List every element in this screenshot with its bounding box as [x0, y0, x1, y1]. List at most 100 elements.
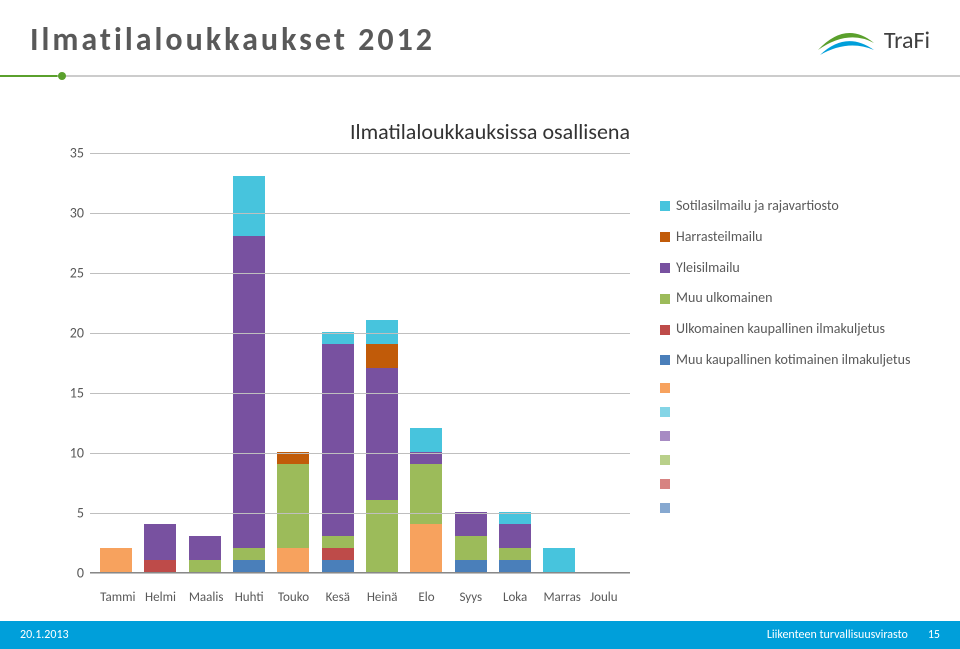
bar-segment	[322, 536, 354, 548]
legend-label: Harrasteilmailu	[676, 229, 763, 246]
grid-line	[90, 393, 630, 394]
bar-segment	[455, 560, 487, 572]
legend-swatch-icon	[660, 263, 670, 273]
grid-line	[90, 513, 630, 514]
x-tick: Maalis	[189, 590, 221, 605]
legend-label: Ulkomainen kaupallinen ilmakuljetus	[676, 321, 885, 338]
logo: TraFi	[816, 15, 930, 65]
legend-label: Sotilasilmailu ja rajavartiosto	[676, 198, 839, 215]
bar-column	[499, 512, 531, 572]
x-tick: Huhti	[233, 590, 265, 605]
logo-text: TraFi	[884, 26, 930, 55]
legend-item	[660, 407, 925, 417]
trafi-swoosh-icon	[816, 15, 876, 65]
grid-line	[90, 273, 630, 274]
bar-column	[100, 548, 132, 572]
footer: 20.1.2013 Liikenteen turvallisuusvirasto…	[0, 621, 960, 649]
y-tick: 0	[77, 565, 84, 582]
legend-swatch-icon	[660, 479, 670, 489]
bar-column	[189, 536, 221, 572]
legend-item	[660, 455, 925, 465]
bar-segment	[499, 548, 531, 560]
footer-date: 20.1.2013	[20, 628, 69, 642]
bar-segment	[277, 464, 309, 548]
x-tick: Heinä	[366, 590, 398, 605]
bar-segment	[499, 560, 531, 572]
x-tick: Loka	[499, 590, 531, 605]
bar-segment	[189, 560, 221, 572]
x-tick: Touko	[277, 590, 309, 605]
legend-item: Muu ulkomainen	[660, 290, 925, 307]
bar-segment	[144, 524, 176, 560]
bar-segment	[322, 344, 354, 536]
y-tick: 5	[77, 505, 84, 522]
legend-swatch-icon	[660, 431, 670, 441]
bar-column	[277, 452, 309, 572]
bar-segment	[277, 548, 309, 572]
x-tick: Helmi	[144, 590, 176, 605]
bar-segment	[455, 536, 487, 560]
bar-segment	[322, 560, 354, 572]
bar-segment	[366, 344, 398, 368]
legend-item	[660, 479, 925, 489]
x-tick: Marras	[543, 590, 575, 605]
y-axis: 05101520253035	[55, 153, 90, 573]
legend-item: Ulkomainen kaupallinen ilmakuljetus	[660, 321, 925, 338]
grid-line	[90, 213, 630, 214]
x-tick: Kesä	[322, 590, 354, 605]
legend-swatch-icon	[660, 455, 670, 465]
legend-item	[660, 383, 925, 393]
bar-column	[543, 548, 575, 572]
grid-line	[90, 453, 630, 454]
legend-swatch-icon	[660, 325, 670, 335]
y-tick: 30	[70, 205, 84, 222]
bar-segment	[233, 548, 265, 560]
bar-segment	[410, 524, 442, 572]
bar-segment	[499, 524, 531, 548]
legend-swatch-icon	[660, 407, 670, 417]
legend-item	[660, 503, 925, 513]
bar-segment	[100, 548, 132, 572]
bar-segment	[233, 560, 265, 572]
footer-page: 15	[928, 628, 940, 642]
bar-segment	[366, 368, 398, 500]
x-tick: Joulu	[588, 590, 620, 605]
bar-column	[144, 524, 176, 572]
x-tick: Tammi	[100, 590, 132, 605]
bar-segment	[144, 560, 176, 572]
x-tick: Elo	[410, 590, 442, 605]
legend-swatch-icon	[660, 503, 670, 513]
bar-column	[455, 512, 487, 572]
y-tick: 35	[70, 145, 84, 162]
x-tick: Syys	[455, 590, 487, 605]
bar-segment	[189, 536, 221, 560]
header-rule	[0, 75, 960, 87]
legend: Sotilasilmailu ja rajavartiosto Harrastei…	[630, 153, 925, 573]
bar-column	[410, 428, 442, 572]
legend-item	[660, 431, 925, 441]
bar-segment	[233, 236, 265, 548]
y-tick: 15	[70, 385, 84, 402]
y-tick: 25	[70, 265, 84, 282]
legend-label: Muu kaupallinen kotimainen ilmakuljetus	[676, 352, 910, 369]
bars-container	[90, 153, 630, 572]
legend-swatch-icon	[660, 232, 670, 242]
legend-item: Harrasteilmailu	[660, 229, 925, 246]
legend-swatch-icon	[660, 355, 670, 365]
x-axis: Tammi Helmi Maalis Huhti Touko Kesä Heinä Elo Sy…	[90, 590, 630, 605]
legend-label: Yleisilmailu	[676, 260, 740, 277]
bar-segment	[366, 500, 398, 572]
bar-segment	[366, 320, 398, 344]
bar-segment	[455, 512, 487, 536]
legend-label: Muu ulkomainen	[676, 290, 772, 307]
bar-segment	[543, 548, 575, 572]
y-tick: 10	[70, 445, 84, 462]
bar-segment	[233, 176, 265, 236]
bar-column	[366, 320, 398, 572]
page-title: Ilmatilaloukkaukset 2012	[30, 20, 930, 59]
bar-segment	[322, 548, 354, 560]
legend-item: Muu kaupallinen kotimainen ilmakuljetus	[660, 352, 925, 369]
bar-segment	[410, 428, 442, 452]
footer-org: Liikenteen turvallisuusvirasto	[767, 628, 908, 642]
bar-segment	[410, 464, 442, 524]
